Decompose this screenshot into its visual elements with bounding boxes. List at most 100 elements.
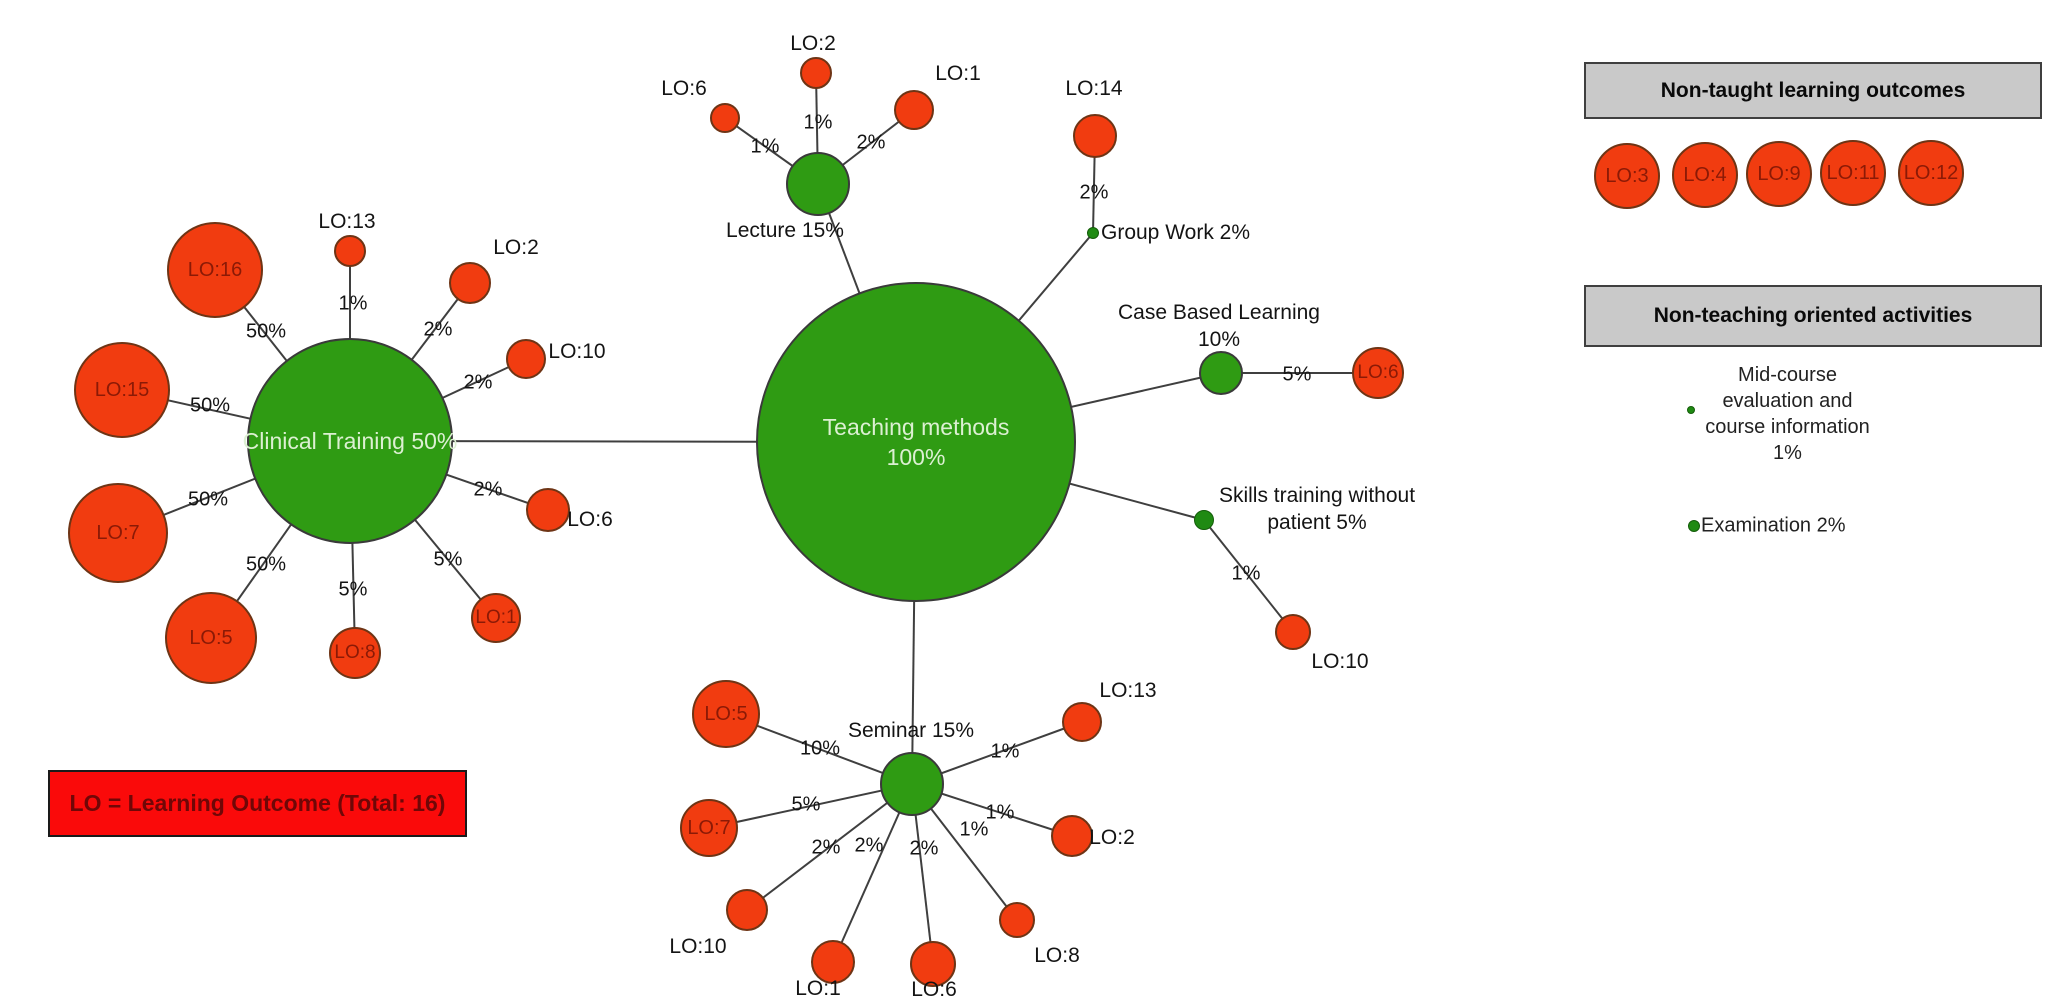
outcome-clinical-lo2 xyxy=(449,262,491,304)
outcome-clinical-lo16-label: LO:16 xyxy=(187,258,243,281)
pct-seminar-lo1: 2% xyxy=(854,834,884,857)
skills-training-label-line1: Skills training without xyxy=(1218,484,1416,507)
edge-seminar-lo1 xyxy=(832,783,913,963)
node-seminar xyxy=(880,752,944,816)
outcome-clinical-lo6-label: LO:6 xyxy=(567,508,613,531)
edge-seminar-lo7 xyxy=(708,783,913,829)
outcome-seminar-lo5-label: LO:5 xyxy=(704,702,748,725)
outcome-clinical-lo6 xyxy=(526,488,570,532)
outcome-clinical-lo16: LO:16 xyxy=(167,222,263,318)
pct-clinical-lo6: 2% xyxy=(473,478,503,501)
outcome-clinical-lo7: LO:7 xyxy=(68,483,168,583)
node-lecture xyxy=(786,152,850,216)
outcome-seminar-lo1 xyxy=(811,940,855,984)
outcome-clinical-lo1: LO:1 xyxy=(471,593,521,643)
group-work-label: Group Work 2% xyxy=(1101,221,1250,244)
outcome-clinical-lo10-label: LO:10 xyxy=(548,340,606,363)
outcome-nontaught-lo12: LO:12 xyxy=(1898,140,1964,206)
pct-clinical-lo15: 50% xyxy=(189,394,231,417)
non-taught-header-title: Non-taught learning outcomes xyxy=(1660,78,1966,102)
outcome-nontaught-lo11-label: LO:11 xyxy=(1826,161,1880,184)
pct-clinical-lo5: 50% xyxy=(245,553,287,576)
skills-training-dot xyxy=(1194,510,1214,530)
teaching-methods-value: 100% xyxy=(886,444,946,470)
edge-skills-lo10 xyxy=(1203,519,1294,633)
mid-course-line3: course information xyxy=(1705,416,1870,438)
seminar-label: Seminar 15% xyxy=(847,719,975,742)
outcome-seminar-lo13-label: LO:13 xyxy=(1099,679,1157,702)
outcome-seminar-lo8 xyxy=(999,902,1035,938)
pct-seminar-lo8: 1% xyxy=(959,818,989,841)
outcome-nontaught-lo4: LO:4 xyxy=(1672,142,1738,208)
examination-dot xyxy=(1688,520,1700,532)
pct-seminar-lo7: 5% xyxy=(791,793,821,816)
group-work-dot xyxy=(1087,227,1099,239)
outcome-seminar-lo2 xyxy=(1051,815,1093,857)
pct-clinical-lo16: 50% xyxy=(245,320,287,343)
outcome-lecture-lo2-label: LO:2 xyxy=(790,32,836,55)
outcome-clinical-lo5-label: LO:5 xyxy=(189,626,233,649)
outcome-lecture-lo6 xyxy=(710,103,740,133)
pct-lecture-lo1: 2% xyxy=(856,131,886,154)
edge-seminar-lo10 xyxy=(746,783,913,911)
node-clinical-training: Clinical Training 50% xyxy=(243,338,457,544)
pct-clinical-lo13: 1% xyxy=(338,292,368,315)
outcome-clinical-lo13-label: LO:13 xyxy=(318,210,376,233)
legend-box: LO = Learning Outcome (Total: 16) xyxy=(48,770,467,837)
pct-groupwork-lo14: 2% xyxy=(1079,181,1109,204)
legend-text: LO = Learning Outcome (Total: 16) xyxy=(69,790,446,816)
outcome-nontaught-lo9-label: LO:9 xyxy=(1757,162,1801,185)
case-based-learning-label: Case Based Learning 10% xyxy=(1118,299,1320,353)
outcome-seminar-lo1-label: LO:1 xyxy=(795,977,841,1000)
outcome-clinical-lo15: LO:15 xyxy=(74,342,170,438)
pct-lecture-lo2: 1% xyxy=(803,111,833,134)
outcome-clinical-lo8-label: LO:8 xyxy=(334,642,376,663)
outcome-seminar-lo13 xyxy=(1062,702,1102,742)
pct-seminar-lo5: 10% xyxy=(799,737,841,760)
pct-clinical-lo2: 2% xyxy=(423,318,453,341)
outcome-lecture-lo2 xyxy=(800,57,832,89)
mid-course-line1: Mid-course xyxy=(1738,364,1837,386)
clinical-training-label: Clinical Training 50% xyxy=(242,428,458,454)
case-based-learning-label-line1: Case Based Learning xyxy=(1118,301,1320,324)
outcome-seminar-lo6-label: LO:6 xyxy=(911,978,957,1001)
case-based-learning-label-line2: 10% xyxy=(1197,328,1241,351)
skills-training-label-line2: patient 5% xyxy=(1267,511,1367,534)
outcome-lecture-lo1 xyxy=(894,90,934,130)
outcome-seminar-lo10-label: LO:10 xyxy=(669,935,727,958)
outcome-seminar-lo10 xyxy=(726,889,768,931)
outcome-nontaught-lo4-label: LO:4 xyxy=(1683,163,1727,186)
node-teaching-methods: Teaching methods 100% xyxy=(756,282,1076,602)
pct-seminar-lo2: 1% xyxy=(985,801,1015,824)
outcome-skills-lo10-label: LO:10 xyxy=(1311,650,1369,673)
pct-lecture-lo6: 1% xyxy=(750,135,780,158)
pct-clinical-lo8: 5% xyxy=(338,578,368,601)
outcome-groupwork-lo14 xyxy=(1073,114,1117,158)
pct-seminar-lo10: 2% xyxy=(811,836,841,859)
outcome-seminar-lo8-label: LO:8 xyxy=(1034,944,1080,967)
outcome-clinical-lo1-label: LO:1 xyxy=(475,607,517,628)
outcome-skills-lo10 xyxy=(1275,614,1311,650)
outcome-casebased-lo6-label: LO:6 xyxy=(1357,362,1399,383)
mid-course-line2: evaluation and xyxy=(1722,390,1853,412)
non-taught-header: Non-taught learning outcomes xyxy=(1584,62,2042,119)
pct-clinical-lo1: 5% xyxy=(433,548,463,571)
outcome-seminar-lo7-label: LO:7 xyxy=(687,816,731,839)
pct-skills-lo10: 1% xyxy=(1231,562,1261,585)
outcome-clinical-lo2-label: LO:2 xyxy=(493,236,539,259)
outcome-seminar-lo7: LO:7 xyxy=(680,799,738,857)
outcome-clinical-lo5: LO:5 xyxy=(165,592,257,684)
pct-casebased-lo6: 5% xyxy=(1282,363,1312,386)
examination-text: Examination 2% xyxy=(1701,514,1846,537)
mid-course-text: Mid-course evaluation and course informa… xyxy=(1690,362,1885,466)
outcome-lecture-lo6-label: LO:6 xyxy=(661,77,707,100)
outcome-nontaught-lo11: LO:11 xyxy=(1820,140,1886,206)
outcome-seminar-lo6 xyxy=(910,941,956,987)
skills-training-label: Skills training without patient 5% xyxy=(1219,482,1415,536)
outcome-clinical-lo13 xyxy=(334,235,366,267)
non-teaching-header-title: Non-teaching oriented activities xyxy=(1653,304,1973,327)
outcome-nontaught-lo9: LO:9 xyxy=(1746,141,1812,207)
mid-course-dot xyxy=(1687,406,1695,414)
outcome-nontaught-lo3-label: LO:3 xyxy=(1605,164,1649,187)
